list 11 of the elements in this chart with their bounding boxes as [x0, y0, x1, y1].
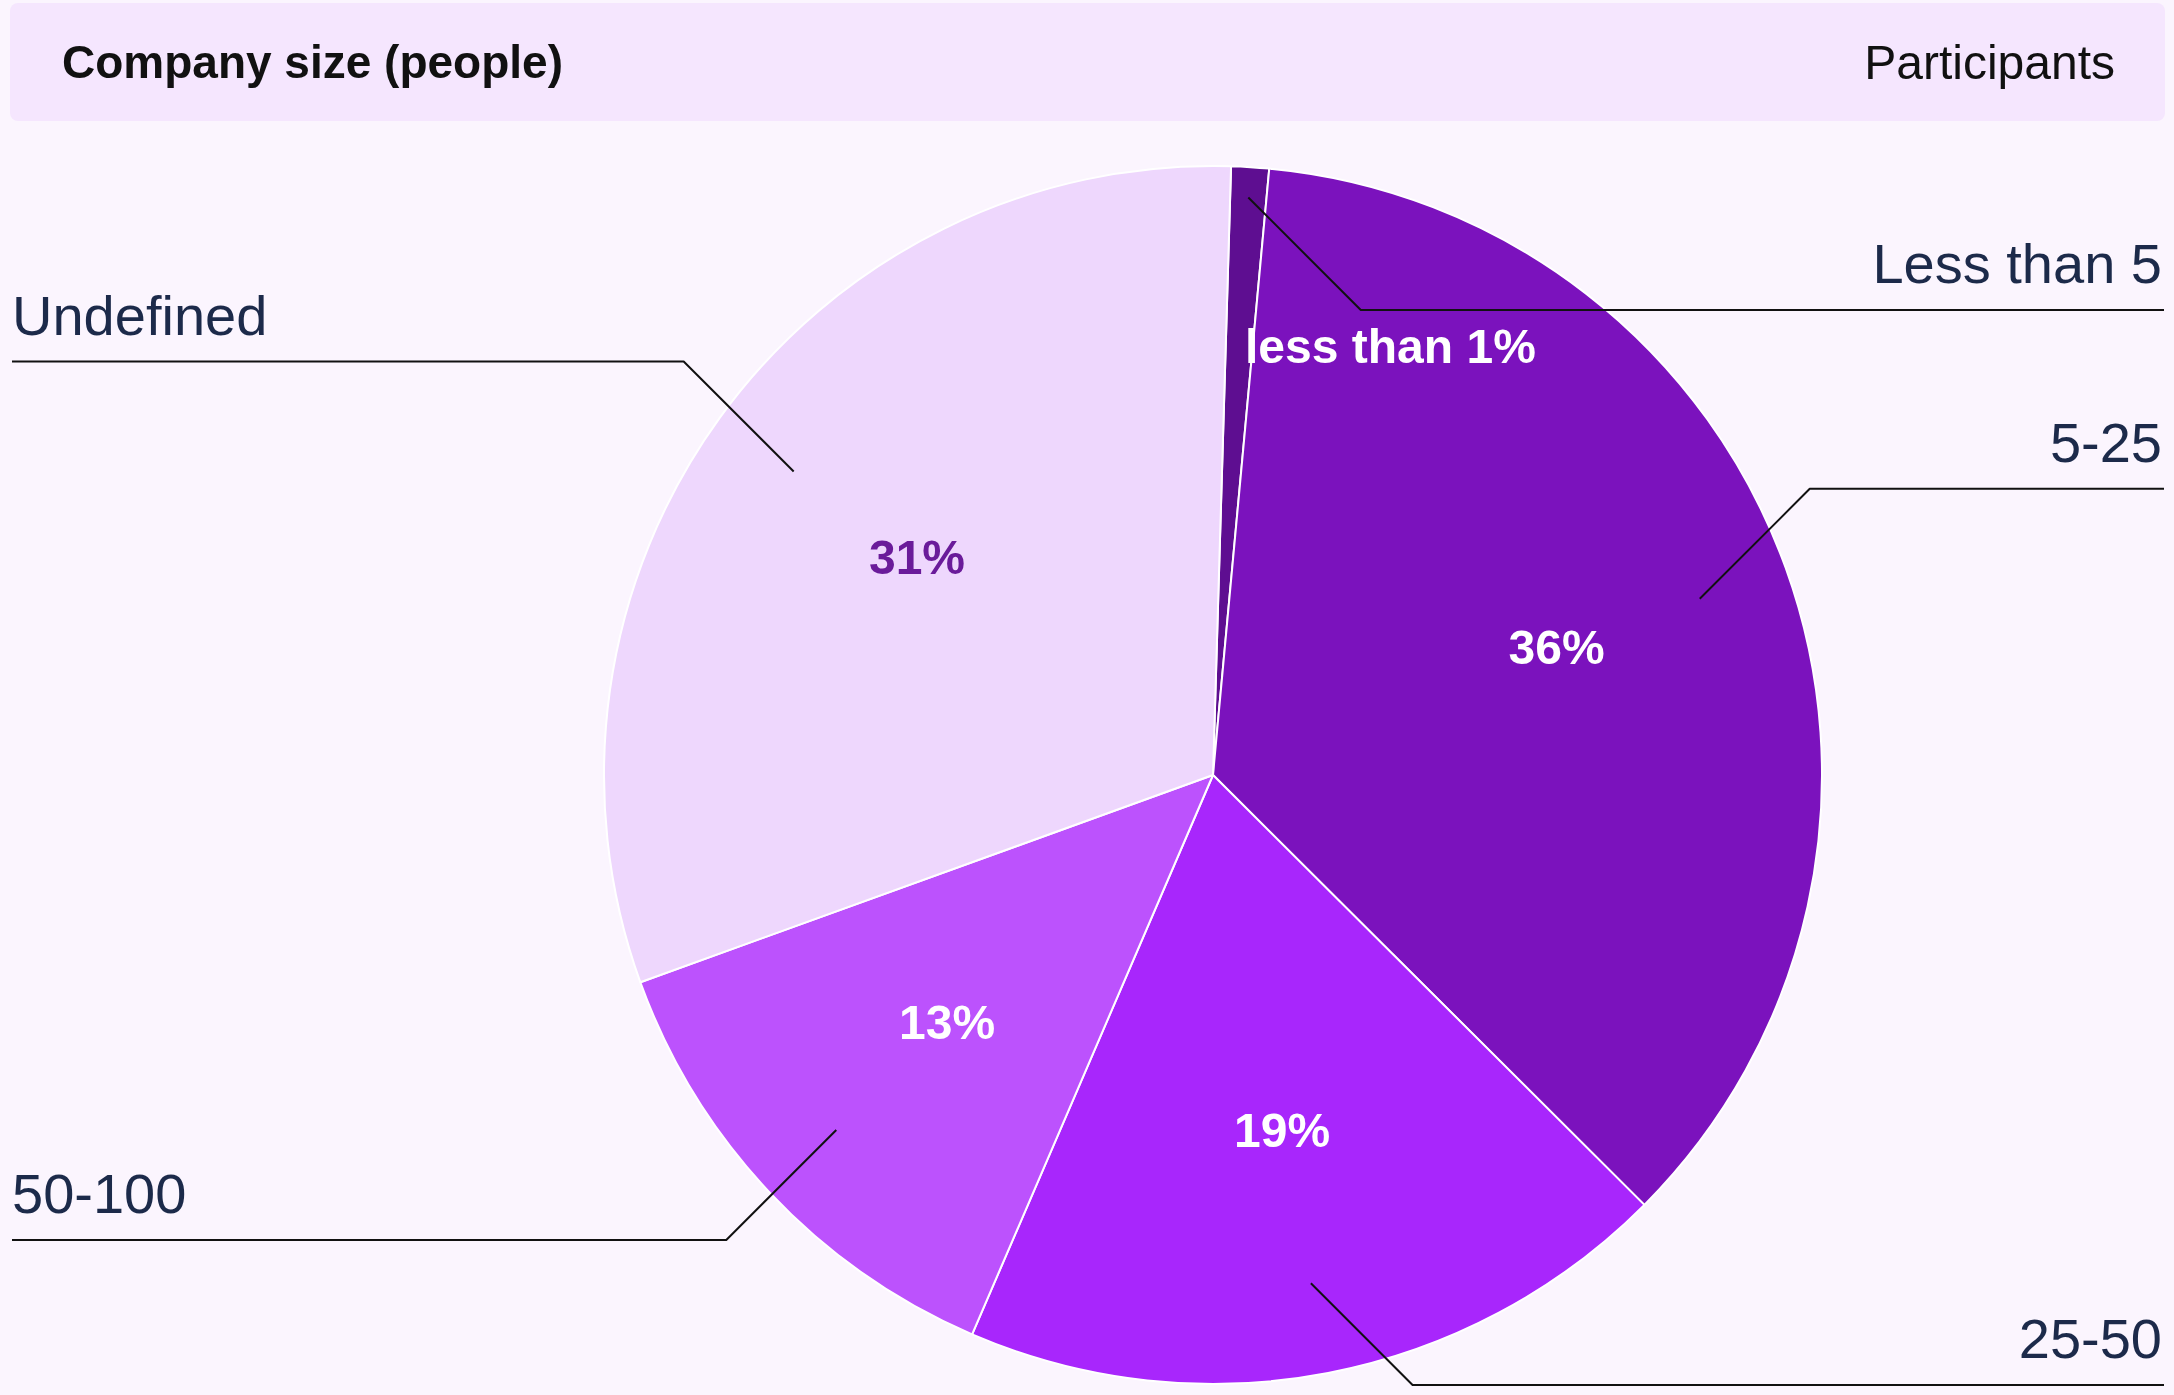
chart-title: Company size (people) — [62, 35, 563, 89]
data-label: 31% — [868, 530, 966, 584]
slice-label: 25-50 — [2018, 1307, 2162, 1371]
slice-label: Undefined — [12, 283, 268, 347]
data-label: 13% — [899, 995, 996, 1049]
slice-label: 5-25 — [2049, 411, 2162, 475]
slice-label: Less than 5 — [1872, 232, 2162, 296]
slice-label: 50-100 — [12, 1162, 187, 1226]
data-label: 36% — [1508, 620, 1605, 674]
chart-subtitle: Participants — [1864, 35, 2115, 90]
data-label: 19% — [1234, 1104, 1331, 1158]
